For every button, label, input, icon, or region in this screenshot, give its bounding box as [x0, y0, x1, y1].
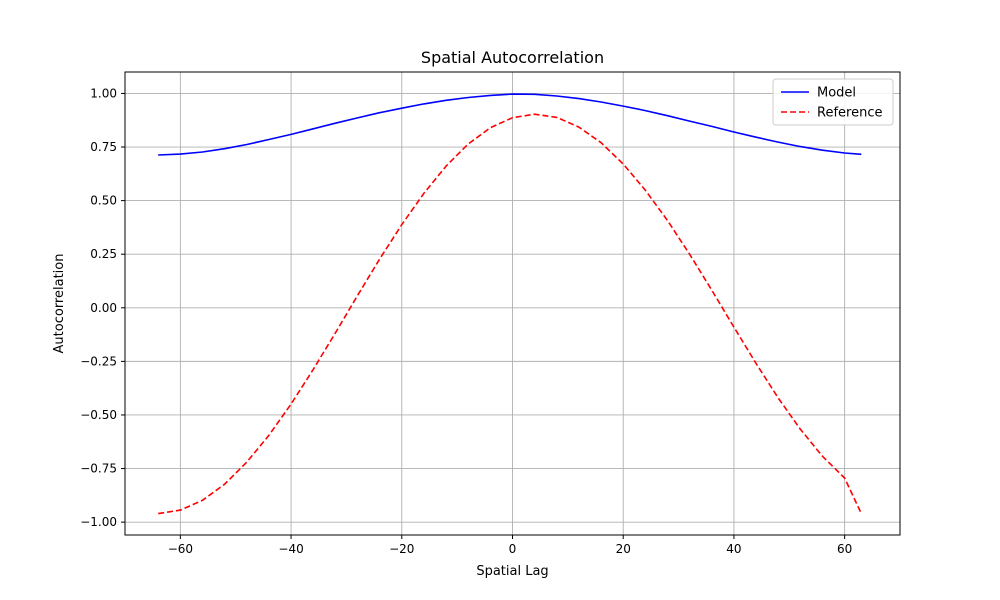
x-tick-label: −20: [389, 542, 414, 556]
legend-box: [772, 78, 894, 126]
x-tick-label: 40: [726, 542, 741, 556]
y-tick-label: −1.00: [80, 515, 117, 529]
y-tick-label: 0.00: [90, 301, 117, 315]
y-tick-label: 0.25: [90, 247, 117, 261]
series-line-reference: [158, 113, 863, 515]
chart-title: Spatial Autocorrelation: [421, 48, 604, 67]
y-tick-label: −0.75: [80, 462, 117, 476]
y-tick-label: −0.50: [80, 408, 117, 422]
x-axis-label: Spatial Lag: [476, 564, 548, 579]
x-tick-label: 0: [509, 542, 517, 556]
x-tick-label: −40: [278, 542, 303, 556]
y-tick-label: −0.25: [80, 354, 117, 368]
legend-label-reference: Reference: [817, 106, 882, 121]
series-line-model: [158, 93, 862, 156]
y-tick-label: 0.50: [90, 194, 117, 208]
y-tick-label: 1.00: [90, 86, 117, 100]
x-tick-label: 20: [616, 542, 631, 556]
x-tick-label: 60: [837, 542, 852, 556]
y-tick-label: 0.75: [90, 140, 117, 154]
legend-label-model: Model: [817, 86, 856, 101]
x-tick-label: −60: [168, 542, 193, 556]
y-axis-label: Autocorrelation: [52, 254, 67, 354]
